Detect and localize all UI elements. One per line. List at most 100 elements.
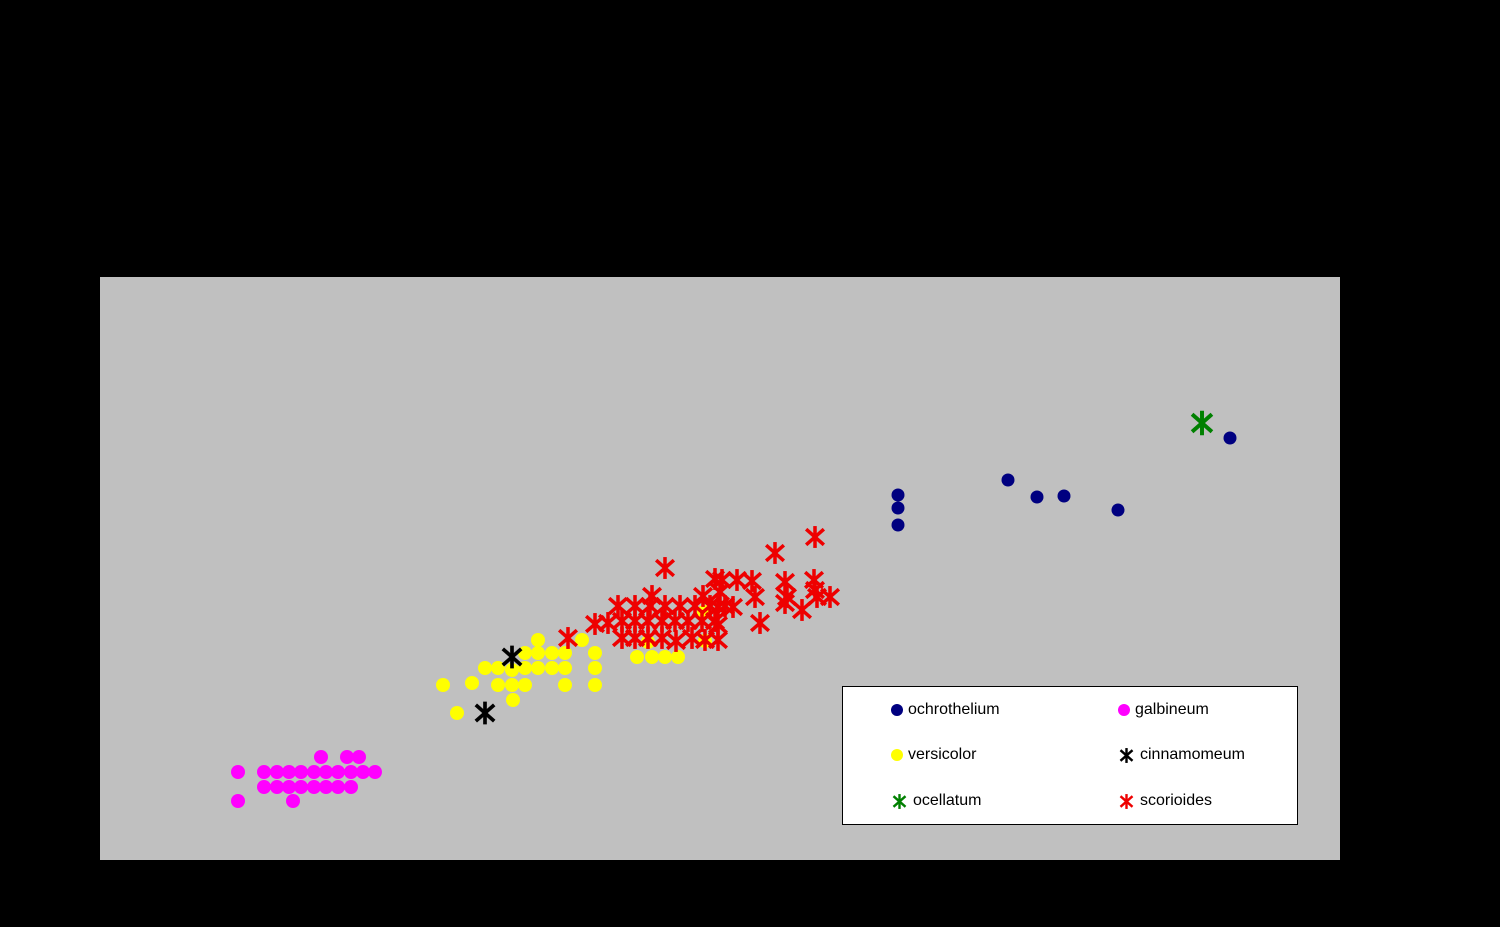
data-point-galbineum [282,765,296,779]
data-point-scorioides [693,628,718,653]
data-point-versicolor [558,661,572,675]
data-point-scorioides [803,525,828,550]
data-point-versicolor [630,650,644,664]
data-point-ochrothelium [1057,489,1071,503]
data-point-ochrothelium [1001,473,1015,487]
data-point-scorioides [773,591,798,616]
data-point-scorioides [703,609,728,634]
data-point-ochrothelium [891,501,905,515]
data-point-galbineum [294,765,308,779]
data-point-ochrothelium [1030,490,1044,504]
data-point-versicolor [518,678,532,692]
data-point-versicolor [491,661,505,675]
galbineum-marker-icon [1118,703,1130,716]
data-point-galbineum [257,765,271,779]
data-point-scorioides [664,629,689,654]
data-point-versicolor [588,678,602,692]
scorioides-marker-icon [1118,793,1135,810]
data-point-galbineum [307,780,321,794]
data-point-scorioides [748,611,773,636]
data-point-scorioides [790,598,815,623]
versicolor-marker-icon [891,749,903,762]
legend-item-ocellatum: ocellatum [843,792,1070,810]
data-point-galbineum [294,780,308,794]
data-point-versicolor [465,676,479,690]
data-point-ochrothelium [891,488,905,502]
data-point-versicolor [505,678,519,692]
legend-label-ocellatum: ocellatum [913,792,982,810]
data-point-versicolor [545,646,559,660]
data-point-galbineum [352,750,366,764]
data-point-scorioides [773,570,798,595]
data-point-versicolor [575,633,589,647]
data-point-versicolor [531,646,545,660]
data-point-galbineum [340,750,354,764]
data-point-galbineum [319,765,333,779]
data-point-scorioides [653,594,678,619]
data-point-scorioides [556,626,581,651]
legend-item-versicolor: versicolor [843,746,1070,764]
data-point-galbineum [331,780,345,794]
data-point-versicolor [531,633,545,647]
data-point-galbineum [307,765,321,779]
data-point-cinnamomeum [499,644,525,670]
ocellatum-marker-icon [891,793,908,810]
data-point-galbineum [270,765,284,779]
data-point-versicolor [588,646,602,660]
cinnamomeum-marker-icon [1118,747,1135,764]
data-point-galbineum [319,780,333,794]
data-point-scorioides [653,556,678,581]
data-point-versicolor [545,661,559,675]
data-point-ocellatum [1188,409,1216,437]
data-point-cinnamomeum [472,700,498,726]
data-point-ochrothelium [1111,503,1125,517]
data-point-galbineum [286,794,300,808]
data-point-versicolor [505,663,519,677]
data-point-versicolor [588,661,602,675]
ochrothelium-marker-icon [891,703,903,716]
data-point-versicolor [645,650,659,664]
data-point-versicolor [531,661,545,675]
legend-item-cinnamomeum: cinnamomeum [1070,746,1297,764]
data-point-versicolor [491,678,505,692]
data-point-versicolor [558,646,572,660]
legend-label-galbineum: galbineum [1135,700,1209,718]
data-point-scorioides [638,594,663,619]
data-point-versicolor [671,650,685,664]
data-point-ochrothelium [891,518,905,532]
data-point-ochrothelium [1223,431,1237,445]
legend-item-galbineum: galbineum [1070,701,1297,719]
chart-legend: ochrothelium galbineum versicolor cinnamome… [842,686,1298,825]
data-point-scorioides [743,585,768,610]
data-point-galbineum [270,780,284,794]
legend-label-versicolor: versicolor [908,746,977,764]
data-point-scorioides [805,585,830,610]
legend-label-ochrothelium: ochrothelium [908,700,1000,718]
data-point-scorioides [713,594,738,619]
legend-label-scorioides: scorioides [1140,792,1213,810]
data-point-galbineum [331,765,345,779]
data-point-scorioides [740,569,765,594]
legend-item-scorioides: scorioides [1070,792,1297,810]
data-point-galbineum [231,765,245,779]
data-point-versicolor [506,693,520,707]
data-point-galbineum [231,794,245,808]
data-point-scorioides [606,594,631,619]
data-point-galbineum [257,780,271,794]
data-point-versicolor [558,678,572,692]
data-point-versicolor [658,650,672,664]
data-point-galbineum [344,780,358,794]
data-point-galbineum [282,780,296,794]
data-point-galbineum [368,765,382,779]
data-point-galbineum [344,765,358,779]
legend-label-cinnamomeum: cinnamomeum [1140,746,1245,764]
data-point-galbineum [356,765,370,779]
data-point-versicolor [436,678,450,692]
data-point-versicolor [478,661,492,675]
data-point-versicolor [450,706,464,720]
legend-item-ochrothelium: ochrothelium [843,701,1070,719]
data-point-scorioides [763,541,788,566]
data-point-galbineum [314,750,328,764]
plot-area [100,277,1340,860]
